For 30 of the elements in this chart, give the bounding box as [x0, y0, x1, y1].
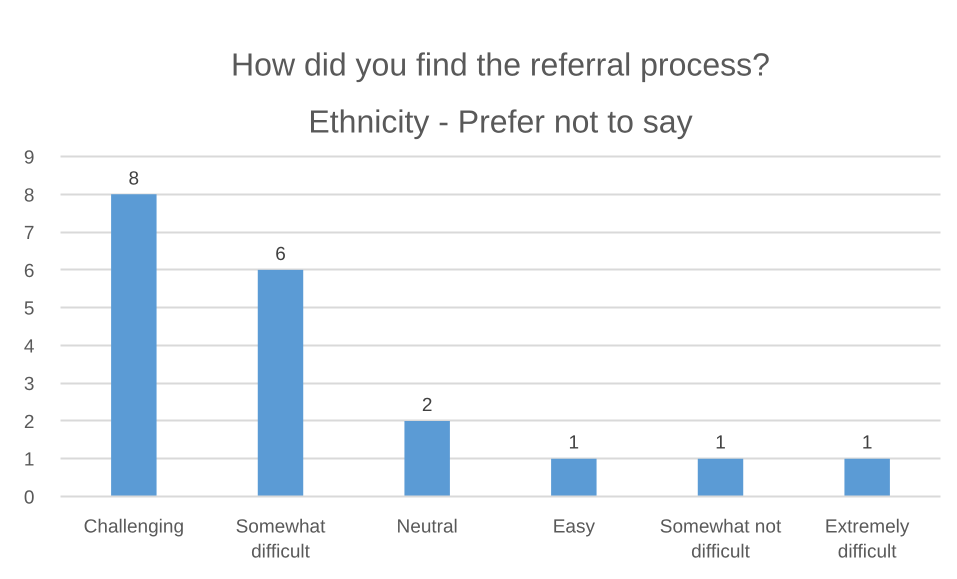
chart-title: How did you find the referral process? — [231, 46, 770, 82]
chart-subtitle: Ethnicity - Prefer not to say — [308, 104, 693, 140]
y-tick-label: 6 — [24, 260, 35, 282]
y-tick-label: 2 — [24, 412, 35, 433]
y-tick-label: 1 — [24, 450, 35, 471]
y-tick-label: 0 — [24, 488, 35, 508]
bar — [111, 194, 157, 496]
y-tick-label: 4 — [24, 336, 35, 358]
y-tick-label: 9 — [24, 148, 35, 168]
data-label: 1 — [715, 432, 726, 454]
x-tick-label: Challenging — [84, 516, 184, 538]
x-tick-label: Neutral — [396, 516, 458, 538]
data-label: 8 — [128, 168, 140, 190]
y-tick-label: 8 — [24, 185, 35, 206]
bar — [258, 270, 304, 496]
y-tick-label: 5 — [24, 298, 35, 320]
data-label: 2 — [422, 394, 432, 416]
data-label: 6 — [275, 244, 286, 265]
x-tick-label: Somewhat difficult — [236, 516, 326, 563]
data-label: 1 — [862, 432, 872, 454]
x-tick-label: Easy — [552, 516, 596, 538]
y-tick-label: 7 — [24, 223, 35, 244]
data-label: 1 — [568, 432, 580, 454]
bar — [551, 458, 597, 496]
x-tick-label: Extremely difficult — [824, 516, 910, 563]
y-tick-label: 3 — [24, 374, 35, 396]
bar — [404, 420, 450, 496]
x-tick-label: Somewhat not difficult — [660, 516, 782, 563]
bar — [844, 458, 890, 496]
bar — [698, 458, 744, 496]
